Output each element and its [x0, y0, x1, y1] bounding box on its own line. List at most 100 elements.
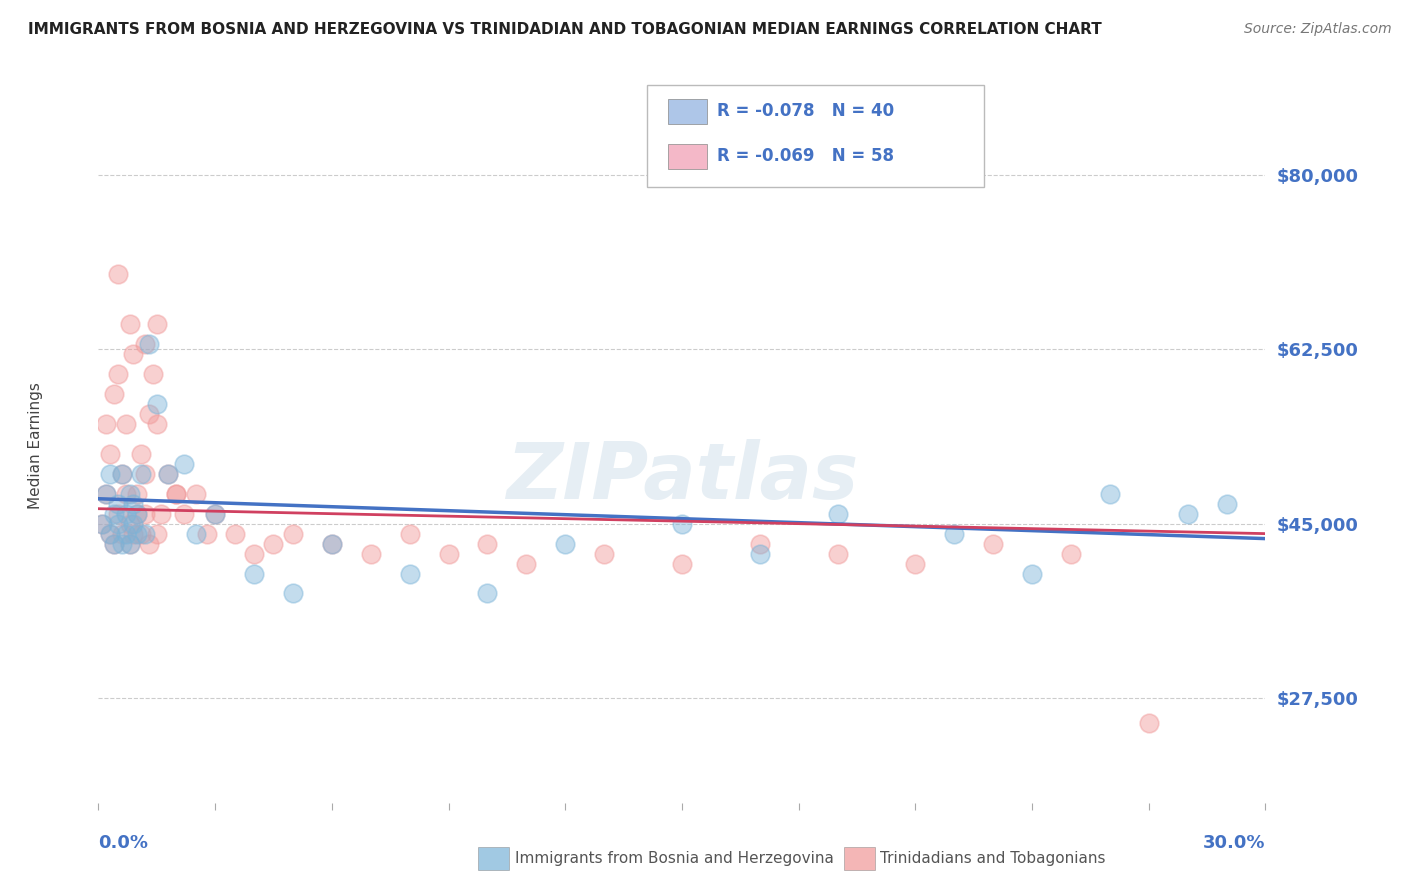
Point [477, 536, 499, 550]
Point [146, 417, 169, 431]
Point [127, 487, 149, 501]
Point [165, 487, 187, 501]
Point [243, 566, 266, 581]
Point [173, 507, 195, 521]
Point [138, 337, 160, 351]
Point [157, 467, 180, 481]
Point [118, 536, 141, 550]
Point [146, 318, 169, 332]
Point [281, 586, 304, 600]
Text: Median Earnings: Median Earnings [28, 383, 42, 509]
Point [114, 487, 136, 501]
Point [748, 547, 770, 561]
Text: 0.0%: 0.0% [98, 834, 149, 852]
Point [398, 526, 420, 541]
Point [127, 507, 149, 521]
Point [593, 547, 616, 561]
Point [103, 387, 125, 401]
Point [173, 457, 195, 471]
Point [129, 447, 152, 461]
Point [96, 487, 118, 501]
Point [103, 507, 125, 521]
Point [671, 557, 693, 571]
Point [127, 507, 149, 521]
Point [118, 516, 141, 531]
Point [118, 487, 141, 501]
Point [554, 536, 576, 550]
Point [107, 497, 129, 511]
Point [321, 536, 343, 550]
Point [184, 487, 207, 501]
Point [204, 507, 226, 521]
Point [134, 337, 156, 351]
Point [262, 536, 284, 550]
Point [142, 367, 165, 381]
Point [111, 536, 134, 550]
Point [91, 516, 114, 531]
Point [146, 526, 169, 541]
Text: IMMIGRANTS FROM BOSNIA AND HERZEGOVINA VS TRINIDADIAN AND TOBAGONIAN MEDIAN EARN: IMMIGRANTS FROM BOSNIA AND HERZEGOVINA V… [28, 22, 1102, 37]
Point [398, 566, 420, 581]
Point [118, 318, 141, 332]
Point [981, 536, 1004, 550]
Point [243, 547, 266, 561]
Text: R = -0.069   N = 58: R = -0.069 N = 58 [717, 147, 894, 165]
Point [1098, 487, 1121, 501]
Point [111, 467, 134, 481]
Point [671, 516, 693, 531]
Point [360, 547, 382, 561]
Point [96, 487, 118, 501]
Point [138, 407, 160, 421]
Point [157, 467, 180, 481]
Point [91, 516, 114, 531]
Point [111, 526, 134, 541]
Point [204, 507, 226, 521]
Point [107, 268, 129, 282]
Point [1215, 497, 1237, 511]
Point [224, 526, 246, 541]
Point [138, 536, 160, 550]
Point [114, 507, 136, 521]
Point [129, 526, 152, 541]
Point [122, 497, 145, 511]
Point [827, 547, 849, 561]
Point [96, 417, 118, 431]
Point [111, 467, 134, 481]
Point [1021, 566, 1043, 581]
Point [114, 526, 136, 541]
Point [118, 536, 141, 550]
Point [748, 536, 770, 550]
Point [195, 526, 218, 541]
Point [149, 507, 172, 521]
Point [134, 526, 156, 541]
Point [281, 526, 304, 541]
Point [165, 487, 187, 501]
Point [122, 526, 145, 541]
Point [1137, 716, 1160, 731]
Point [1060, 547, 1083, 561]
Point [98, 447, 121, 461]
Point [114, 417, 136, 431]
Point [107, 507, 129, 521]
Point [122, 347, 145, 361]
Point [103, 536, 125, 550]
Text: Immigrants from Bosnia and Herzegovina: Immigrants from Bosnia and Herzegovina [515, 851, 834, 865]
Point [943, 526, 966, 541]
Point [98, 526, 121, 541]
Text: Source: ZipAtlas.com: Source: ZipAtlas.com [1244, 22, 1392, 37]
Point [146, 397, 169, 411]
Point [98, 467, 121, 481]
Point [122, 516, 145, 531]
Point [107, 516, 129, 531]
Text: 30.0%: 30.0% [1204, 834, 1265, 852]
Point [134, 507, 156, 521]
Point [1177, 507, 1199, 521]
Point [904, 557, 927, 571]
Point [107, 367, 129, 381]
Point [321, 536, 343, 550]
Text: ZIPatlas: ZIPatlas [506, 440, 858, 516]
Point [129, 467, 152, 481]
Point [477, 586, 499, 600]
Point [827, 507, 849, 521]
Point [103, 536, 125, 550]
